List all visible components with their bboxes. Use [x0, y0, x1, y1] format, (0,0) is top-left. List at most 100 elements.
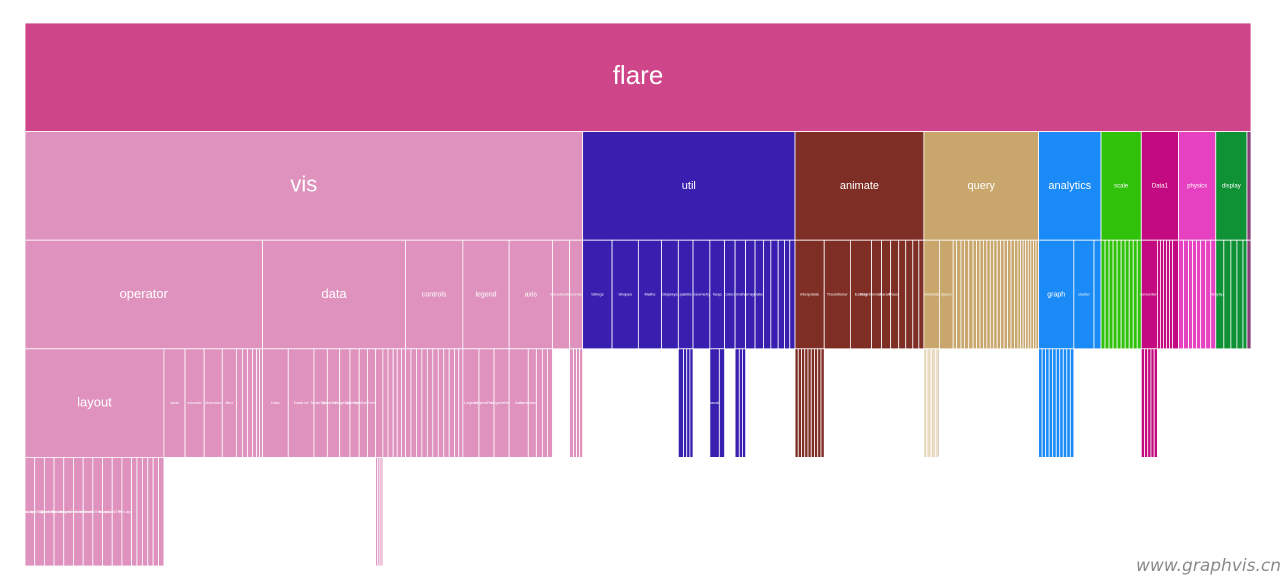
- node-render[interactable]: [375, 348, 384, 458]
- node-stats[interactable]: [387, 348, 394, 458]
- node-spanningtree[interactable]: [1055, 348, 1061, 458]
- node-iforce[interactable]: [1188, 239, 1194, 350]
- node-flarevis[interactable]: [1246, 239, 1252, 350]
- node-selectionevent[interactable]: [573, 348, 577, 458]
- node-aspectratiobanker[interactable]: [1069, 348, 1075, 458]
- node-dateutil[interactable]: [964, 239, 970, 350]
- node-dataevent[interactable]: [569, 348, 574, 458]
- node-quantilescale[interactable]: [1116, 239, 1122, 350]
- node-sequence[interactable]: [905, 239, 914, 350]
- node-expandcontrol[interactable]: [448, 348, 456, 458]
- node-scale[interactable]: [1128, 239, 1134, 350]
- node-treemaplayout[interactable]: [147, 456, 154, 567]
- node-interpolate[interactable]: [794, 239, 825, 350]
- node-operatorlist[interactable]: [247, 348, 253, 458]
- node-datafield[interactable]: [396, 348, 402, 458]
- node-scaletype[interactable]: [1132, 239, 1138, 350]
- node-or[interactable]: [952, 239, 958, 350]
- node-hovercontrol[interactable]: [410, 348, 417, 458]
- node-expressioniterator[interactable]: [996, 239, 1002, 350]
- node-interpolator[interactable]: [804, 348, 809, 458]
- node-selectioncontrol[interactable]: [416, 348, 423, 458]
- node-imatrix[interactable]: [738, 348, 743, 458]
- node-graph[interactable]: [1038, 239, 1075, 350]
- node-icontrol[interactable]: [454, 348, 460, 458]
- node-aggregateexpression[interactable]: [968, 239, 974, 350]
- node-control[interactable]: [437, 348, 445, 458]
- node-property[interactable]: [789, 239, 796, 350]
- node-scheduler[interactable]: [898, 239, 907, 350]
- node-panzoomcontrol[interactable]: [458, 348, 464, 458]
- node-animate[interactable]: [794, 131, 925, 241]
- node-ioperator[interactable]: [235, 348, 243, 458]
- node-clickcontrol[interactable]: [432, 348, 439, 458]
- node-tooltipevent[interactable]: [576, 348, 581, 458]
- node-sizepalette[interactable]: [689, 348, 694, 458]
- node-maximum[interactable]: [1014, 239, 1019, 350]
- node-datasource[interactable]: [1166, 239, 1170, 350]
- node-arrowtype[interactable]: [392, 348, 398, 458]
- node-particle[interactable]: [1196, 239, 1202, 350]
- node-axes[interactable]: [547, 348, 553, 458]
- node-filter[interactable]: [777, 239, 785, 350]
- node-radialtreelayout[interactable]: [131, 456, 138, 567]
- node-graphmlconverter[interactable]: [1147, 348, 1152, 458]
- node-flare[interactable]: [24, 22, 1252, 132]
- node-nbodyforce[interactable]: [1192, 239, 1198, 350]
- node-agglomerativecluster[interactable]: [1038, 348, 1043, 458]
- node-orientation[interactable]: [784, 239, 791, 350]
- node-util[interactable]: [582, 131, 796, 241]
- node-axislabel[interactable]: [541, 348, 548, 458]
- node-operatorswitch[interactable]: [256, 348, 260, 458]
- node-legend[interactable]: [462, 239, 510, 350]
- node-converters[interactable]: [1140, 348, 1145, 458]
- node-rectsprite[interactable]: [1230, 239, 1238, 350]
- node-dragcontrol[interactable]: [443, 348, 450, 458]
- node-dragforce[interactable]: [1178, 239, 1184, 350]
- node-arrayinterpolator[interactable]: [794, 348, 799, 458]
- node-isa[interactable]: [937, 348, 940, 458]
- node-count[interactable]: [989, 239, 995, 350]
- node-shaperenderer[interactable]: [380, 456, 384, 567]
- node-data[interactable]: [262, 239, 406, 350]
- node-dataset[interactable]: [1163, 239, 1167, 350]
- node-shapepalette[interactable]: [686, 348, 691, 458]
- node-analytics[interactable]: [1038, 131, 1102, 241]
- node-if[interactable]: [1000, 239, 1005, 350]
- node-average[interactable]: [976, 239, 981, 350]
- node-simulation[interactable]: [1200, 239, 1207, 350]
- node-heapnode[interactable]: [718, 348, 725, 458]
- node-fn[interactable]: [960, 239, 965, 350]
- node-binaryexpression[interactable]: [979, 239, 984, 350]
- node-shortestpaths[interactable]: [1052, 348, 1057, 458]
- node-rootscale[interactable]: [1124, 239, 1130, 350]
- node-ordinalscale[interactable]: [1112, 239, 1118, 350]
- node-anchorcontrol[interactable]: [426, 348, 434, 458]
- node-quantitativescale[interactable]: [1120, 239, 1126, 350]
- node-jsonconverter[interactable]: [1153, 348, 1158, 458]
- node-randomlayout[interactable]: [136, 456, 143, 567]
- node-tooltipcontrol[interactable]: [421, 348, 428, 458]
- node-literal[interactable]: [1007, 239, 1012, 350]
- node-match[interactable]: [1010, 239, 1015, 350]
- node-sortoperator[interactable]: [259, 348, 263, 458]
- node-datafield[interactable]: [1156, 239, 1161, 350]
- node-dataschema[interactable]: [1160, 239, 1164, 350]
- node-stackedarealayout[interactable]: [141, 456, 149, 567]
- node-spr[interactable]: [1242, 239, 1248, 350]
- node-display[interactable]: [1215, 131, 1248, 241]
- node-operator[interactable]: [242, 348, 248, 458]
- node-compositeexpression[interactable]: [986, 239, 991, 350]
- node-vis[interactable]: [24, 131, 584, 241]
- node-communitystructure[interactable]: [1059, 348, 1064, 458]
- node-datautil[interactable]: [1172, 239, 1179, 350]
- node-idataconverter[interactable]: [1150, 348, 1155, 458]
- node-pointinterpolator[interactable]: [817, 348, 822, 458]
- node-linkdistance[interactable]: [1045, 348, 1050, 458]
- node-circlelayout2[interactable]: [158, 456, 165, 567]
- node-matrixinterpolator[interactable]: [807, 348, 812, 458]
- node-palette[interactable]: [683, 348, 688, 458]
- node-numberinterpolator[interactable]: [810, 348, 815, 458]
- node-sparsematrix[interactable]: [742, 348, 747, 458]
- node-textsprite[interactable]: [1236, 239, 1244, 350]
